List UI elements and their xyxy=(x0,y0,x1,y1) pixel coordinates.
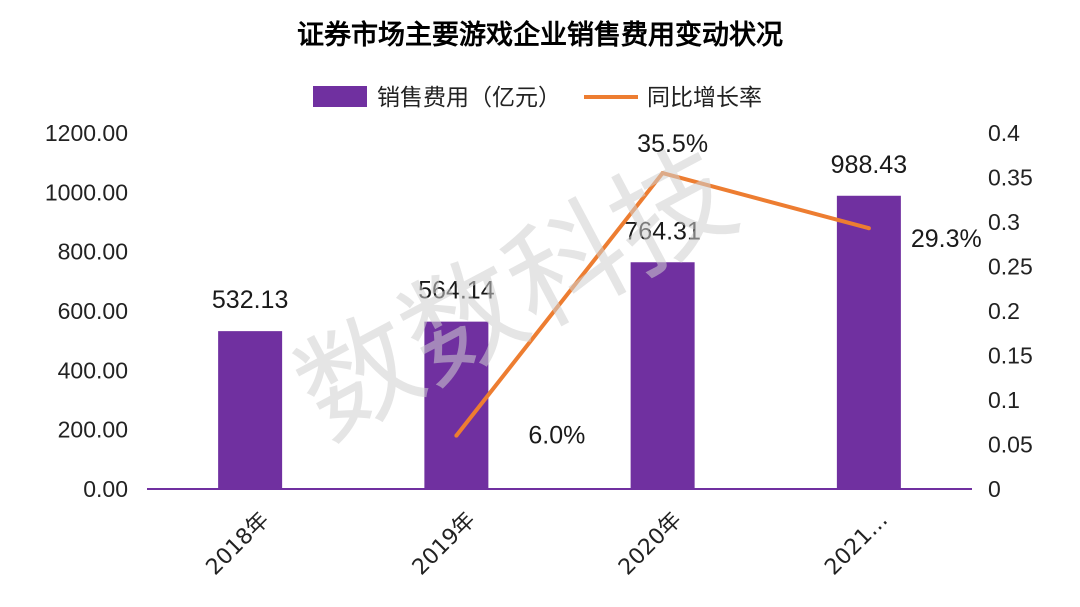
y-left-tick-label: 1200.00 xyxy=(45,120,128,146)
bar-data-label: 564.14 xyxy=(418,277,495,305)
y-right-tick-label: 0.4 xyxy=(988,120,1020,146)
bar-series: 532.13 564.14 764.31 988.43 xyxy=(212,151,907,490)
line-point xyxy=(660,171,665,176)
line-data-label: 29.3% xyxy=(911,225,982,253)
y-right-tick-label: 0.35 xyxy=(988,165,1033,191)
y-left-tick-label: 800.00 xyxy=(58,239,128,265)
y-axis-left: 0.00 200.00 400.00 600.00 800.00 1000.00 1200.… xyxy=(45,120,128,502)
bar-data-label: 988.43 xyxy=(831,151,907,179)
x-tick-label: 2018年 xyxy=(202,508,275,581)
y-right-tick-label: 0 xyxy=(988,476,1001,502)
x-tick-label: 2021… xyxy=(820,508,893,581)
line-point xyxy=(454,433,459,438)
legend: 销售费用（亿元） 同比增长率 xyxy=(313,85,762,111)
legend-label-bar: 销售费用（亿元） xyxy=(377,85,561,111)
legend-swatch-bar xyxy=(313,86,367,107)
y-right-tick-label: 0.15 xyxy=(988,343,1033,369)
bar-data-label: 532.13 xyxy=(212,286,288,314)
legend-label-line: 同比增长率 xyxy=(647,85,762,111)
x-tick-label: 2019年 xyxy=(408,508,481,581)
y-left-tick-label: 400.00 xyxy=(58,357,128,383)
y-left-tick-label: 200.00 xyxy=(58,417,128,443)
y-right-tick-label: 0.2 xyxy=(988,298,1020,324)
bar-data-label: 764.31 xyxy=(624,217,700,245)
y-right-tick-label: 0.05 xyxy=(988,432,1033,458)
bar xyxy=(836,195,901,490)
line-series: 6.0% 35.5% 29.3% xyxy=(454,130,982,450)
x-axis: 2018年 2019年 2020年 2021… xyxy=(202,508,894,581)
chart-title: 证券市场主要游戏企业销售费用变动状况 xyxy=(297,19,783,51)
y-axis-right: 0 0.05 0.1 0.15 0.2 0.25 0.3 0.35 0.4 xyxy=(988,120,1033,502)
line-data-label: 35.5% xyxy=(637,130,708,158)
y-right-tick-label: 0.3 xyxy=(988,209,1020,235)
line-data-label: 6.0% xyxy=(528,422,585,450)
y-left-tick-label: 600.00 xyxy=(58,298,128,324)
y-right-tick-label: 0.1 xyxy=(988,387,1020,413)
x-tick-label: 2020年 xyxy=(614,508,687,581)
y-left-tick-label: 1000.00 xyxy=(45,179,128,205)
y-left-tick-label: 0.00 xyxy=(83,476,128,502)
y-right-tick-label: 0.25 xyxy=(988,254,1033,280)
line-point xyxy=(866,226,871,231)
bar xyxy=(218,331,283,489)
bar xyxy=(630,262,695,489)
